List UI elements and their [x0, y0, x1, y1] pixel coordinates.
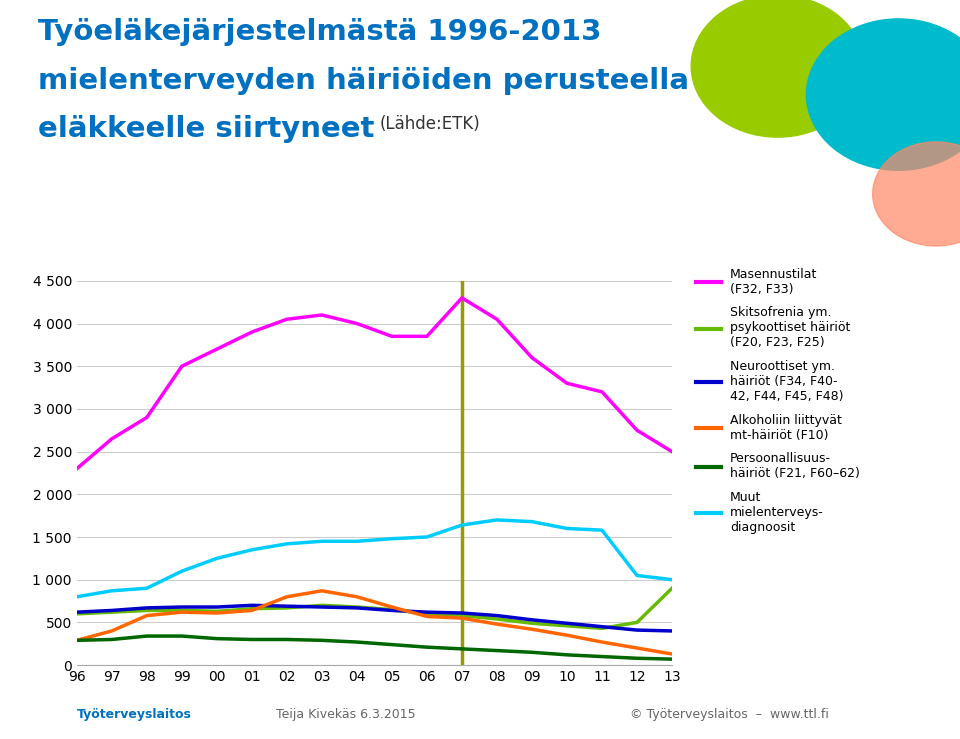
Circle shape — [806, 19, 960, 170]
Legend: Masennustilat
(F32, F33), Skitsofrenia ym.
psykoottiset häiriöt
(F20, F23, F25),: Masennustilat (F32, F33), Skitsofrenia y… — [696, 268, 860, 534]
Circle shape — [873, 142, 960, 246]
Text: Teija Kivekäs 6.3.2015: Teija Kivekäs 6.3.2015 — [276, 707, 416, 721]
Circle shape — [691, 0, 864, 137]
Text: Työterveyslaitos: Työterveyslaitos — [77, 707, 192, 721]
Text: © Työterveyslaitos  –  www.ttl.fi: © Työterveyslaitos – www.ttl.fi — [630, 707, 829, 721]
Text: Työeläkejärjestelmästä 1996-2013: Työeläkejärjestelmästä 1996-2013 — [38, 18, 602, 47]
Text: eläkkeelle siirtyneet: eläkkeelle siirtyneet — [38, 115, 374, 143]
Text: mielenterveyden häiriöiden perusteella: mielenterveyden häiriöiden perusteella — [38, 67, 689, 95]
Text: (Lähde:ETK): (Lähde:ETK) — [379, 115, 480, 132]
